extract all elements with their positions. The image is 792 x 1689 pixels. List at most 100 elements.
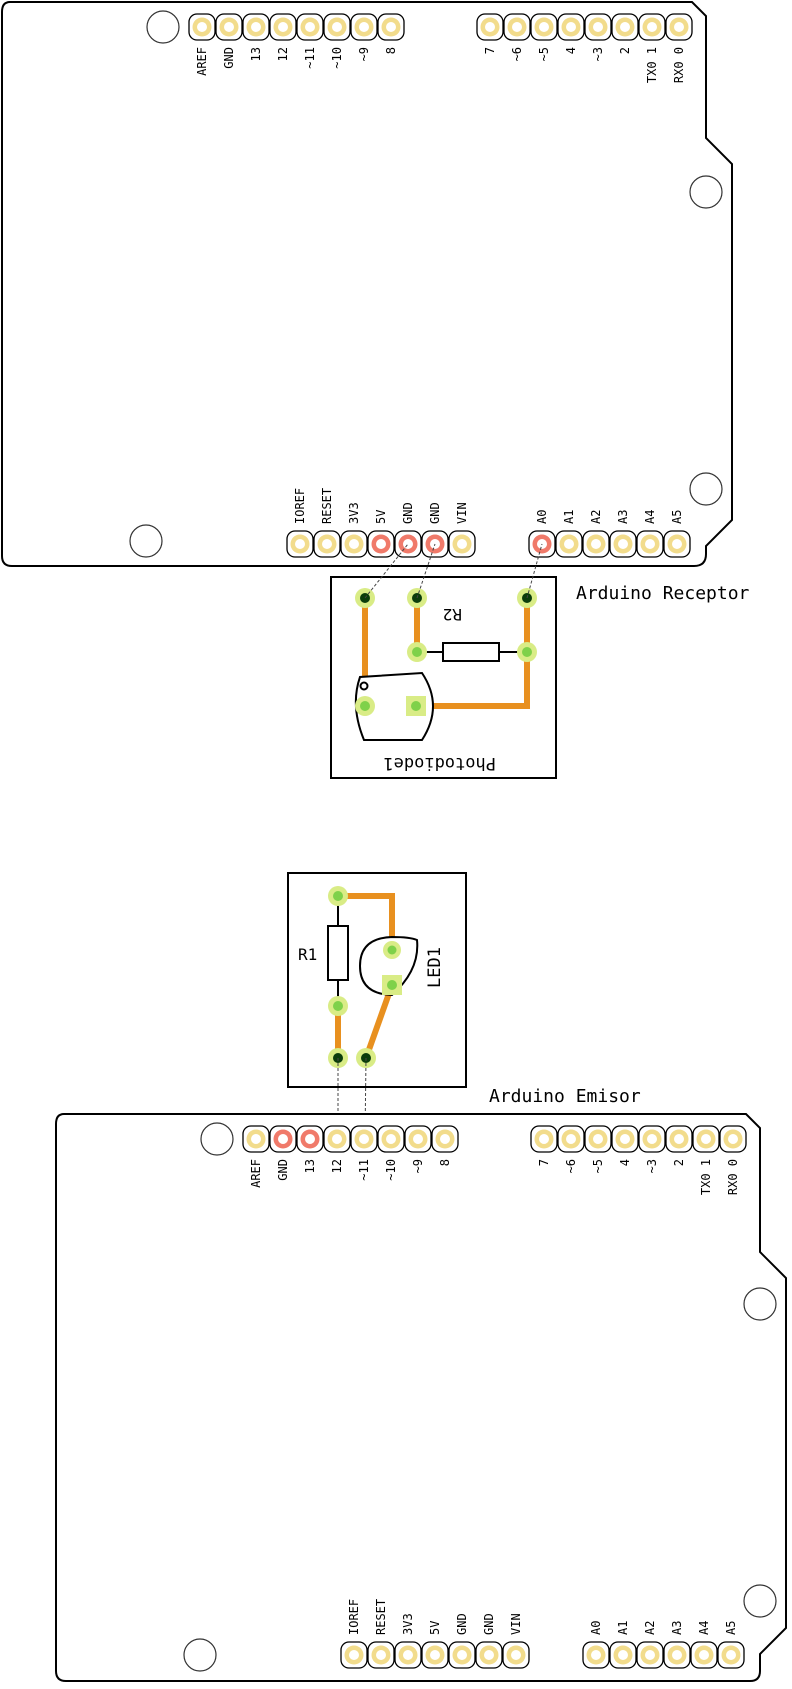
emisor-top-left-pin-7 (431, 1125, 459, 1153)
emisor-bottom-left-pin-label-6: VIN (509, 1613, 523, 1635)
receptor-top-right-pin-label-5: 2 (618, 47, 632, 54)
receptor-bottom-left-pin-label-6: VIN (455, 502, 469, 524)
photodiode-label: Photodiode1 (383, 753, 496, 773)
receptor-bottom-right-pin-label-1: A1 (562, 510, 576, 524)
emisor-bottom-right-header: A0 A1 A2 A3 A4 A5 (582, 1621, 745, 1669)
r1-label: R1 (298, 945, 317, 964)
emisor-top-right-pin-label-0: 7 (537, 1159, 551, 1166)
emisor-top-right-pin-3 (611, 1125, 639, 1153)
emisor-top-left-header: AREF GND 13 12 ~11 ~10 ~9 8 (242, 1125, 459, 1188)
receptor-bottom-right-pin-4 (636, 530, 664, 558)
receptor-bottom-right-pin-label-3: A3 (616, 510, 630, 524)
emisor-bottom-right-pin-3 (663, 1641, 691, 1669)
r2-label: R2 (443, 605, 462, 624)
receptor-bottom-right-header: A0 A1 A2 A3 A4 A5 (528, 510, 691, 558)
receptor-top-right-pin-5 (611, 13, 639, 41)
receptor-bottom-left-pin-0 (286, 530, 314, 558)
emisor-bottom-right-pin-5 (717, 1641, 745, 1669)
receptor-top-left-pin-label-5: ~10 (330, 47, 344, 69)
emisor-bottom-left-pin-2 (394, 1641, 422, 1669)
receptor-top-left-pin-label-4: ~11 (303, 47, 317, 69)
emisor-bottom-left-pin-label-1: RESET (374, 1599, 388, 1635)
emisor-title: Arduino Emisor (489, 1086, 641, 1107)
receptor-top-right-pin-label-0: 7 (483, 47, 497, 54)
receptor-top-left-pin-1 (215, 13, 243, 41)
emisor-bottom-left-pin-3 (421, 1641, 449, 1669)
emisor-bottom-left-pin-label-5: GND (482, 1613, 496, 1635)
receptor-top-right-pin-7 (665, 13, 693, 41)
receptor-top-left-pin-label-1: GND (222, 47, 236, 69)
receptor-top-left-pin-4 (296, 13, 324, 41)
r1-pad-bottom (328, 996, 348, 1016)
receptor-bottom-left-pin-6 (448, 530, 476, 558)
receptor-top-left-pin-0 (188, 13, 216, 41)
photodiode-polarity-mark (359, 681, 369, 691)
receptor-top-left-pin-label-7: 8 (384, 47, 398, 54)
receptor-bottom-right-pin-2 (582, 530, 610, 558)
receptor-wire-a0 (526, 543, 543, 599)
emisor-bottom-right-pin-1 (609, 1641, 637, 1669)
emisor-top-right-pin-label-4: ~3 (645, 1159, 659, 1173)
receptor-bottom-right-pin-label-0: A0 (535, 510, 549, 524)
emisor-top-right-header: 7 ~6 ~5 4 ~3 2 TX0 1 RX0 0 (530, 1125, 747, 1195)
emisor-bottom-right-pin-4 (690, 1641, 718, 1669)
emisor-top-left-pin-label-7: 8 (438, 1159, 452, 1166)
receptor-top-right-pin-4 (584, 13, 612, 41)
receptor-board: AREF GND 13 12 ~11 ~10 ~9 8 7 ~6 ~5 4 ~3 2 TX0 1 RX0 0 I… (1, 1, 733, 567)
receptor-bottom-right-pin-label-2: A2 (589, 510, 603, 524)
emisor-top-left-pin-6 (404, 1125, 432, 1153)
receptor-bottom-left-pin-label-1: RESET (320, 488, 334, 524)
r2-pad-left (407, 642, 427, 662)
emisor-top-right-pin-1 (557, 1125, 585, 1153)
emisor-bottom-right-pin-label-5: A5 (724, 1621, 738, 1635)
emisor-top-right-pin-0 (530, 1125, 558, 1153)
receptor-top-left-pin-6 (350, 13, 378, 41)
emisor-bottom-left-pin-5 (475, 1641, 503, 1669)
r2-resistor-body (442, 642, 500, 662)
receptor-bottom-right-pin-1 (555, 530, 583, 558)
receptor-mount-hole-4 (129, 524, 163, 558)
emisor-top-right-pin-4 (638, 1125, 666, 1153)
receptor-bottom-left-pin-label-4: GND (401, 502, 415, 524)
emisor-bottom-left-pin-6 (502, 1641, 530, 1669)
emisor-top-right-pin-6 (692, 1125, 720, 1153)
emisor-bottom-left-pin-label-4: GND (455, 1613, 469, 1635)
receptor-top-left-pin-3 (269, 13, 297, 41)
emisor-mount-hole-4 (183, 1638, 217, 1672)
receptor-top-right-pin-label-2: ~5 (537, 47, 551, 61)
emisor-module: Arduino Emisor R1 LED1 (287, 872, 641, 1140)
emisor-top-right-pin-label-2: ~5 (591, 1159, 605, 1173)
emisor-top-right-pin-label-7: RX0 0 (726, 1159, 740, 1195)
emisor-top-right-pin-2 (584, 1125, 612, 1153)
receptor-top-left-pin-5 (323, 13, 351, 41)
emisor-bottom-right-pin-label-2: A2 (643, 1621, 657, 1635)
emisor-top-left-pin-0 (242, 1125, 270, 1153)
emisor-mount-hole-3 (743, 1584, 777, 1618)
emisor-bottom-left-pin-4 (448, 1641, 476, 1669)
emisor-top-left-pin-label-2: 13 (303, 1159, 317, 1173)
emisor-mount-hole-2 (743, 1287, 777, 1321)
emisor-bottom-left-pin-0 (340, 1641, 368, 1669)
emisor-mount-hole-1 (200, 1122, 234, 1156)
receptor-top-right-pin-1 (503, 13, 531, 41)
receptor-top-right-header: 7 ~6 ~5 4 ~3 2 TX0 1 RX0 0 (476, 13, 693, 83)
receptor-top-right-pin-label-6: TX0 1 (645, 47, 659, 83)
emisor-top-left-pin-4 (350, 1125, 378, 1153)
receptor-top-right-pin-label-3: 4 (564, 47, 578, 54)
receptor-bottom-left-header: IOREF RESET 3V3 5V GND GND VIN (286, 488, 476, 558)
receptor-bottom-left-pin-1 (313, 530, 341, 558)
led-pad-cathode (382, 975, 402, 995)
emisor-top-right-pin-7 (719, 1125, 747, 1153)
receptor-title: Arduino Receptor (576, 583, 750, 604)
receptor-bottom-left-pin-label-0: IOREF (293, 488, 307, 524)
receptor-bottom-left-pin-label-5: GND (428, 502, 442, 524)
receptor-bottom-left-pin-4 (394, 530, 422, 558)
receptor-top-left-pin-label-2: 13 (249, 47, 263, 61)
emisor-top-right-pin-label-3: 4 (618, 1159, 632, 1166)
receptor-bottom-left-pin-label-2: 3V3 (347, 502, 361, 524)
receptor-wire-gnd (416, 543, 436, 599)
receptor-bottom-left-pin-3 (367, 530, 395, 558)
r2-pad-right (517, 642, 537, 662)
led-outline (358, 935, 419, 997)
